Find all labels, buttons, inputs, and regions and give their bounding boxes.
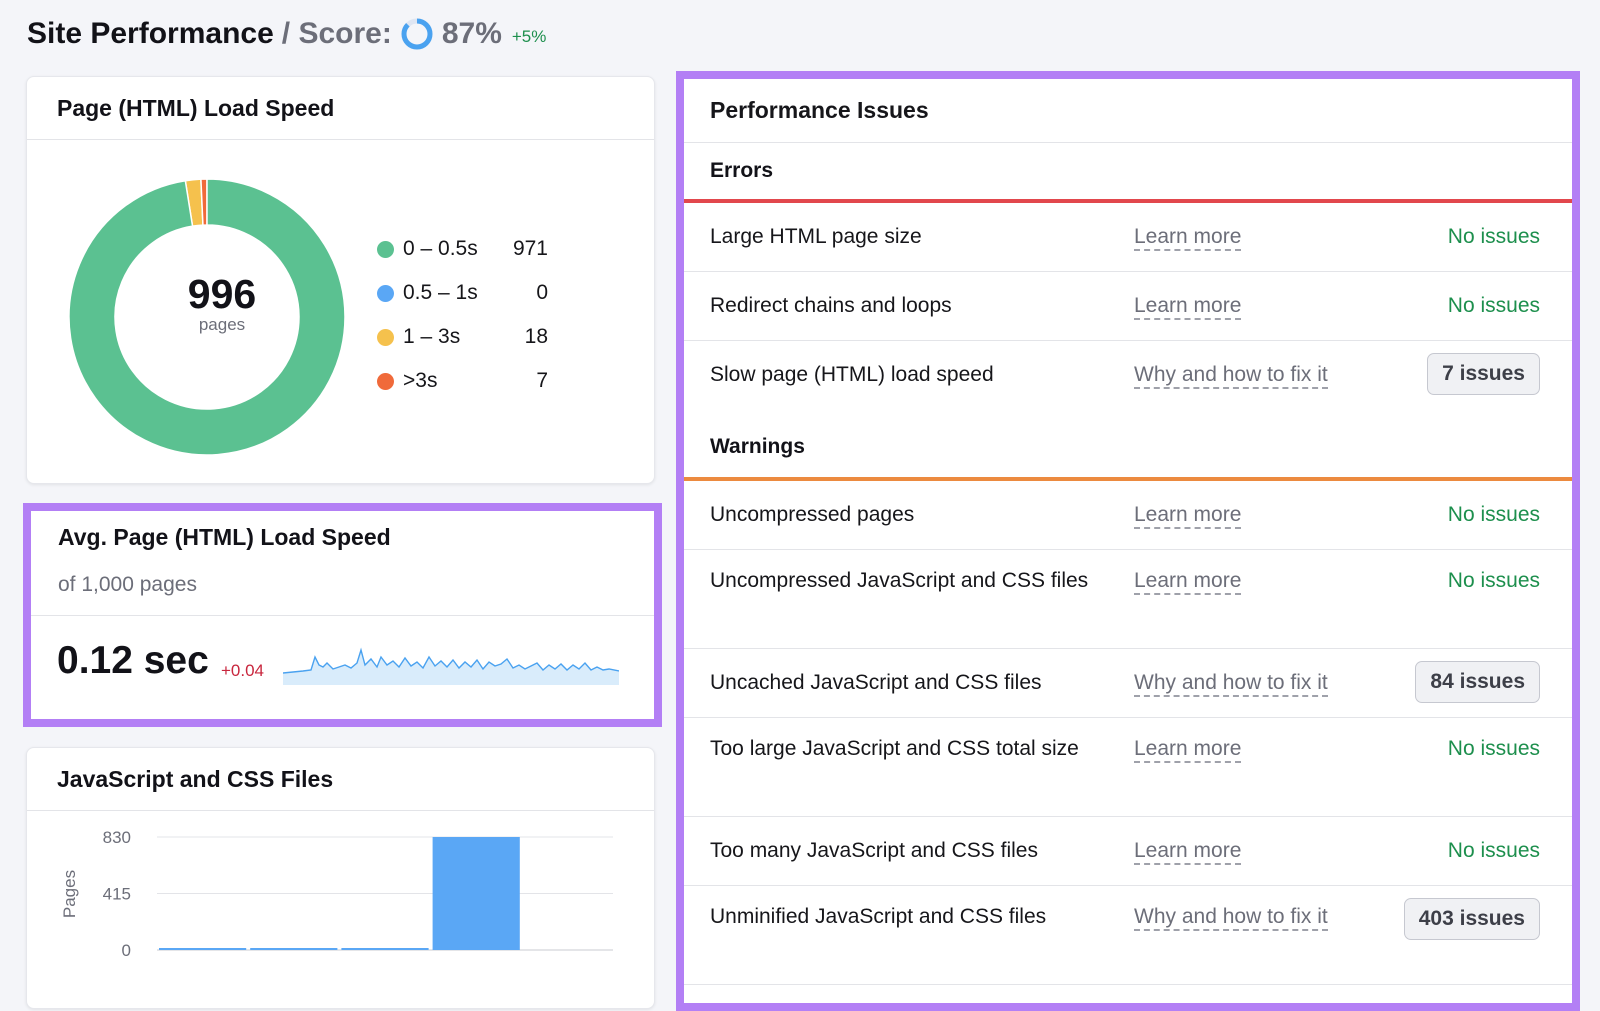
issue-name: Redirect chains and loops <box>710 294 952 317</box>
status-text: No issues <box>1447 294 1540 317</box>
js-css-title: JavaScript and CSS Files <box>27 748 654 811</box>
js-css-card: JavaScript and CSS Files 830 415 0 Pages <box>26 747 655 1009</box>
score-ring-icon <box>401 18 433 50</box>
issue-row: Slow page (HTML) load speed Why and how t… <box>684 341 1572 409</box>
performance-issues-panel: Performance Issues Errors Large HTML page… <box>676 71 1580 1011</box>
avg-speed-subtitle: of 1,000 pages <box>58 573 197 596</box>
y-tick-label: 0 <box>122 941 131 960</box>
y-tick-label: 415 <box>103 885 131 904</box>
donut-slice[interactable] <box>68 178 346 456</box>
issue-row: Unminified JavaScript and CSS files Why a… <box>684 886 1572 985</box>
why-how-fix-link[interactable]: Why and how to fix it <box>1134 671 1328 697</box>
legend-dot-icon <box>377 284 394 302</box>
bar[interactable] <box>341 948 429 950</box>
donut-total: 996 <box>187 271 257 317</box>
score-label: / Score: <box>281 17 392 50</box>
issues-count-button[interactable]: 7 issues <box>1427 353 1540 395</box>
issues-count-button[interactable]: 84 issues <box>1415 661 1540 703</box>
score-delta: +5% <box>511 27 547 46</box>
legend-item[interactable]: 0.5 – 1s 0 <box>377 271 548 315</box>
legend-item[interactable]: 1 – 3s 18 <box>377 315 548 359</box>
performance-issues-title: Performance Issues <box>684 79 1572 143</box>
learn-more-link[interactable]: Learn more <box>1134 737 1242 763</box>
learn-more-link[interactable]: Learn more <box>1134 225 1242 251</box>
learn-more-link[interactable]: Learn more <box>1134 503 1242 529</box>
learn-more-link[interactable]: Learn more <box>1134 569 1242 595</box>
issue-row: Too many JavaScript and CSS files Learn m… <box>684 817 1572 886</box>
learn-more-link[interactable]: Learn more <box>1134 839 1242 865</box>
legend-dot-icon <box>377 240 394 258</box>
issue-row: Large HTML page size Learn more No issues <box>684 203 1572 272</box>
bar[interactable] <box>250 948 338 950</box>
bar[interactable] <box>432 837 520 950</box>
issue-name: Too large JavaScript and CSS total size <box>710 737 1079 760</box>
why-how-fix-link[interactable]: Why and how to fix it <box>1134 363 1328 389</box>
legend-label: 1 – 3s <box>403 325 461 348</box>
status-text: No issues <box>1447 225 1540 248</box>
avg-speed-delta: +0.04 <box>221 661 265 680</box>
why-how-fix-link[interactable]: Why and how to fix it <box>1134 905 1328 931</box>
status-text: No issues <box>1447 839 1540 862</box>
legend-label: 0 – 0.5s <box>403 237 478 260</box>
issue-name: Uncompressed pages <box>710 503 915 526</box>
legend-value: 0 <box>536 281 548 304</box>
status-text: No issues <box>1447 737 1540 760</box>
issue-name: Too many JavaScript and CSS files <box>710 839 1038 862</box>
issues-count-button[interactable]: 403 issues <box>1403 898 1540 940</box>
load-speed-title: Page (HTML) Load Speed <box>27 77 654 140</box>
issue-name: Uncached JavaScript and CSS files <box>710 671 1042 694</box>
learn-more-link[interactable]: Learn more <box>1134 294 1242 320</box>
avg-speed-sparkline[interactable] <box>283 645 619 685</box>
donut-unit: pages <box>198 315 246 334</box>
js-css-bar-chart: 830 415 0 Pages <box>60 828 613 960</box>
donut-center: 996 pages <box>127 273 317 335</box>
avg-speed-title: Avg. Page (HTML) Load Speed <box>58 524 391 550</box>
legend-label: >3s <box>403 369 438 392</box>
issue-name: Uncompressed JavaScript and CSS files <box>710 569 1089 592</box>
issue-name: Slow page (HTML) load speed <box>710 363 994 386</box>
legend-dot-icon <box>377 372 394 390</box>
issue-row: Uncompressed JavaScript and CSS files Lea… <box>684 550 1572 649</box>
issue-name: Large HTML page size <box>710 225 922 248</box>
legend-value: 7 <box>536 369 548 392</box>
score-value: 87% <box>441 17 502 50</box>
issue-row: Uncompressed pages Learn more No issues <box>684 481 1572 550</box>
legend-dot-icon <box>377 328 394 346</box>
bar[interactable] <box>159 948 247 950</box>
issue-name: Unminified JavaScript and CSS files <box>710 905 1047 928</box>
legend-value: 971 <box>512 237 548 260</box>
issue-row: Redirect chains and loops Learn more No is… <box>684 272 1572 341</box>
legend-value: 18 <box>524 325 548 348</box>
issue-row: Uncached JavaScript and CSS files Why and… <box>684 649 1572 718</box>
y-tick-label: 830 <box>103 828 131 847</box>
avg-speed-card: Avg. Page (HTML) Load Speed of 1,000 pag… <box>23 503 662 727</box>
load-speed-legend: 0 – 0.5s 971 0.5 – 1s 0 1 – 3s 18 >3s 7 <box>377 227 548 403</box>
avg-speed-value: 0.12 sec <box>57 639 209 682</box>
section-header: Warnings <box>684 409 1572 481</box>
status-text: No issues <box>1447 569 1540 592</box>
legend-label: 0.5 – 1s <box>403 281 478 304</box>
legend-item[interactable]: >3s 7 <box>377 359 548 403</box>
issue-row: Too large JavaScript and CSS total size L… <box>684 718 1572 817</box>
page-title: Site Performance <box>27 17 274 50</box>
y-axis-label: Pages <box>60 870 79 918</box>
load-speed-card: Page (HTML) Load Speed 996 pages 0 – 0.5… <box>26 76 655 484</box>
status-text: No issues <box>1447 503 1540 526</box>
section-header: Errors <box>684 143 1572 203</box>
legend-item[interactable]: 0 – 0.5s 971 <box>377 227 548 271</box>
divider <box>31 615 654 616</box>
load-speed-donut[interactable] <box>57 167 357 467</box>
page-header: Site Performance / Score: 87% +5% <box>27 12 546 56</box>
